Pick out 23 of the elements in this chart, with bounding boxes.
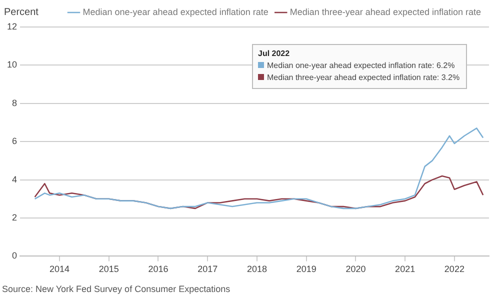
source-note: Source: New York Fed Survey of Consumer Expectations — [2, 284, 231, 294]
x-tick-label: 2015 — [98, 264, 119, 274]
legend-label: Median three-year ahead expected inflation rate — [290, 6, 481, 17]
x-tick-label: 2020 — [346, 264, 366, 274]
y-tick-label: 0 — [12, 250, 18, 261]
x-tick-label: 2017 — [198, 264, 218, 274]
annotation: Median three-year ahead expected inflation rate: 3.2% — [267, 73, 460, 82]
y-tick-label: 2 — [12, 212, 18, 222]
y-tick-label: 4 — [12, 174, 18, 184]
x-tick-label: 2014 — [49, 264, 70, 274]
x-tick-label: 2018 — [246, 264, 267, 274]
legend-label: Median one-year ahead expected inflation rate — [82, 6, 268, 17]
y-tick-label: 12 — [6, 21, 18, 32]
annotation: Jul 2022 — [258, 49, 290, 58]
x-tick-label: 2016 — [148, 264, 168, 274]
x-tick-label: 2019 — [296, 264, 316, 274]
x-tick-label: 2021 — [395, 264, 416, 274]
y-axis-title: Percent — [4, 6, 39, 18]
annotation: Median one-year ahead expected inflation rate: 6.2% — [267, 61, 455, 70]
x-tick-label: 2022 — [444, 264, 464, 274]
y-tick-label: 10 — [6, 60, 18, 70]
y-tick-label: 6 — [12, 136, 18, 146]
y-tick-label: 8 — [12, 98, 18, 108]
